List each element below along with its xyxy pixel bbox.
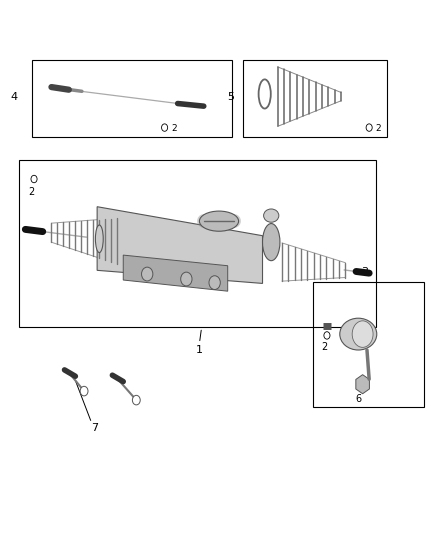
Text: 2: 2 bbox=[29, 187, 35, 197]
Text: 2: 2 bbox=[321, 342, 328, 352]
Ellipse shape bbox=[199, 211, 239, 231]
Circle shape bbox=[132, 395, 140, 405]
Text: 2: 2 bbox=[171, 124, 177, 133]
Text: 2: 2 bbox=[376, 124, 381, 133]
Ellipse shape bbox=[264, 209, 279, 222]
Text: 4: 4 bbox=[11, 92, 18, 102]
Ellipse shape bbox=[262, 223, 280, 261]
Text: 6: 6 bbox=[355, 394, 361, 404]
Bar bbox=[243, 60, 387, 136]
Circle shape bbox=[31, 175, 37, 183]
Polygon shape bbox=[97, 207, 262, 284]
Bar bbox=[313, 282, 424, 407]
Ellipse shape bbox=[340, 318, 377, 350]
Bar bbox=[19, 160, 376, 327]
Text: 1: 1 bbox=[196, 345, 203, 356]
Bar bbox=[32, 60, 232, 136]
Circle shape bbox=[141, 267, 153, 281]
Polygon shape bbox=[123, 255, 228, 291]
Text: 7: 7 bbox=[92, 423, 99, 433]
Circle shape bbox=[366, 124, 372, 131]
Circle shape bbox=[324, 332, 330, 339]
Circle shape bbox=[162, 124, 168, 131]
Circle shape bbox=[80, 386, 88, 396]
Text: 3: 3 bbox=[361, 267, 368, 277]
Text: 5: 5 bbox=[227, 92, 234, 102]
Circle shape bbox=[209, 276, 220, 289]
Circle shape bbox=[181, 272, 192, 286]
Ellipse shape bbox=[352, 321, 373, 348]
Ellipse shape bbox=[95, 225, 103, 253]
